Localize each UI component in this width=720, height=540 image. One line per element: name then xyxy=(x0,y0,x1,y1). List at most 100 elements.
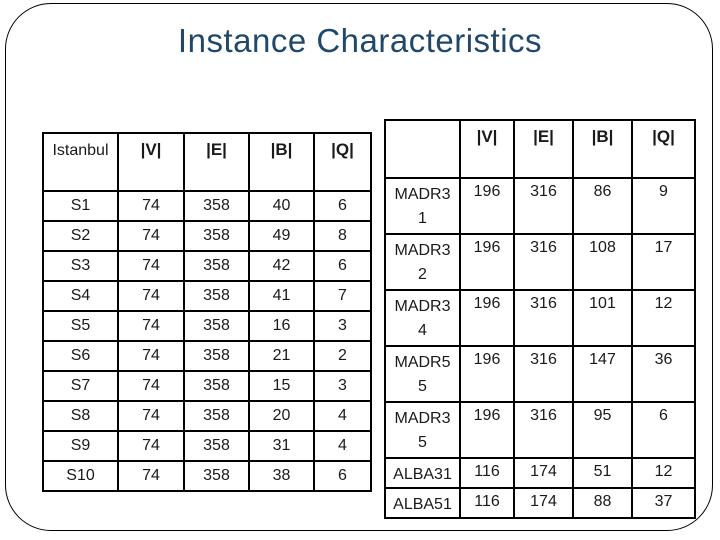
slide-border-frame xyxy=(5,3,713,531)
table-row: MADR3 1 196 316 86 9 xyxy=(384,177,696,235)
row-label: ALBA51 xyxy=(384,487,461,519)
cell: 3 xyxy=(313,370,372,402)
table-row: MADR3 5 196 316 95 6 xyxy=(384,401,696,459)
column-header-q: |Q| xyxy=(313,132,372,192)
cell: 174 xyxy=(513,457,574,489)
cell: 358 xyxy=(183,220,250,252)
column-header-q: |Q| xyxy=(631,119,696,179)
table-row: S10 74 358 38 6 xyxy=(42,460,372,492)
cell: 38 xyxy=(248,460,315,492)
row-label: S7 xyxy=(42,370,119,402)
table-row: MADR3 2 196 316 108 17 xyxy=(384,233,696,291)
corner-label: Istanbul xyxy=(42,132,119,192)
table-row: MADR5 5 196 316 147 36 xyxy=(384,345,696,403)
column-header-e: |E| xyxy=(513,119,574,179)
table-row: S2 74 358 49 8 xyxy=(42,220,372,252)
row-label: S4 xyxy=(42,280,119,312)
column-header-v: |V| xyxy=(117,132,185,192)
cell: 51 xyxy=(572,457,633,489)
cell: 74 xyxy=(117,310,185,342)
cell: 6 xyxy=(313,190,372,222)
cell: 12 xyxy=(631,289,696,347)
cell: 4 xyxy=(313,400,372,432)
cell: 12 xyxy=(631,457,696,489)
cell: 40 xyxy=(248,190,315,222)
cell: 358 xyxy=(183,430,250,462)
row-label: MADR3 4 xyxy=(384,289,461,347)
cell: 2 xyxy=(313,340,372,372)
cell: 86 xyxy=(572,177,633,235)
row-label: MADR5 5 xyxy=(384,345,461,403)
cell: 37 xyxy=(631,487,696,519)
cell: 6 xyxy=(313,460,372,492)
table-row: ALBA31 116 174 51 12 xyxy=(384,457,696,489)
cell: 6 xyxy=(631,401,696,459)
cell: 74 xyxy=(117,250,185,282)
cell: 3 xyxy=(313,310,372,342)
istanbul-table: Istanbul |V| |E| |B| |Q| S1 74 358 40 6 … xyxy=(42,132,372,492)
column-header-e: |E| xyxy=(183,132,250,192)
cell: 74 xyxy=(117,430,185,462)
cell: 116 xyxy=(459,487,515,519)
row-label: S1 xyxy=(42,190,119,222)
cell: 21 xyxy=(248,340,315,372)
cell: 16 xyxy=(248,310,315,342)
cell: 42 xyxy=(248,250,315,282)
row-label: S5 xyxy=(42,310,119,342)
cell: 88 xyxy=(572,487,633,519)
cell: 74 xyxy=(117,220,185,252)
cell: 174 xyxy=(513,487,574,519)
cell: 74 xyxy=(117,400,185,432)
cell: 101 xyxy=(572,289,633,347)
row-label: S10 xyxy=(42,460,119,492)
cell: 7 xyxy=(313,280,372,312)
cell: 8 xyxy=(313,220,372,252)
cell: 4 xyxy=(313,430,372,462)
cell: 49 xyxy=(248,220,315,252)
cell: 358 xyxy=(183,340,250,372)
table-row: ALBA51 116 174 88 37 xyxy=(384,487,696,519)
column-header-v: |V| xyxy=(459,119,515,179)
cell: 95 xyxy=(572,401,633,459)
cell: 36 xyxy=(631,345,696,403)
cell: 358 xyxy=(183,310,250,342)
row-label: S6 xyxy=(42,340,119,372)
row-label: MADR3 1 xyxy=(384,177,461,235)
row-label: MADR3 5 xyxy=(384,401,461,459)
table-row: S7 74 358 15 3 xyxy=(42,370,372,402)
table-header-row: Istanbul |V| |E| |B| |Q| xyxy=(42,132,372,192)
cell: 196 xyxy=(459,345,515,403)
table-row: S3 74 358 42 6 xyxy=(42,250,372,282)
table-row: S8 74 358 20 4 xyxy=(42,400,372,432)
cell: 358 xyxy=(183,190,250,222)
cell: 316 xyxy=(513,401,574,459)
cell: 17 xyxy=(631,233,696,291)
cell: 74 xyxy=(117,460,185,492)
cell: 358 xyxy=(183,400,250,432)
cell: 316 xyxy=(513,289,574,347)
cell: 74 xyxy=(117,190,185,222)
cell: 196 xyxy=(459,401,515,459)
cell: 196 xyxy=(459,177,515,235)
column-header-b: |B| xyxy=(248,132,315,192)
row-label: S9 xyxy=(42,430,119,462)
table-row: S4 74 358 41 7 xyxy=(42,280,372,312)
table-row: S9 74 358 31 4 xyxy=(42,430,372,462)
cell: 74 xyxy=(117,370,185,402)
cell: 31 xyxy=(248,430,315,462)
cell: 316 xyxy=(513,177,574,235)
table-row: S5 74 358 16 3 xyxy=(42,310,372,342)
cell: 41 xyxy=(248,280,315,312)
row-label: S8 xyxy=(42,400,119,432)
slide-title: Instance Characteristics xyxy=(177,22,543,59)
instances-table: |V| |E| |B| |Q| MADR3 1 196 316 86 9 MAD… xyxy=(384,119,696,519)
table-row: MADR3 4 196 316 101 12 xyxy=(384,289,696,347)
table-header-row: |V| |E| |B| |Q| xyxy=(384,119,696,179)
cell: 116 xyxy=(459,457,515,489)
cell: 20 xyxy=(248,400,315,432)
cell: 147 xyxy=(572,345,633,403)
cell: 358 xyxy=(183,250,250,282)
cell: 196 xyxy=(459,289,515,347)
cell: 316 xyxy=(513,345,574,403)
cell: 108 xyxy=(572,233,633,291)
